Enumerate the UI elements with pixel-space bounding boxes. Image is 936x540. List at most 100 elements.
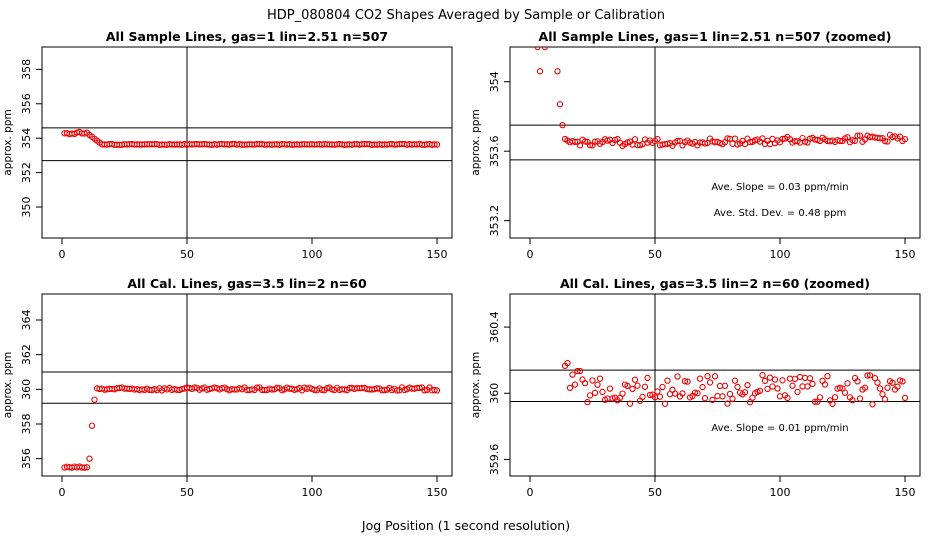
data-point	[836, 137, 844, 144]
data-point	[554, 68, 561, 75]
data-point	[626, 400, 634, 407]
data-point	[901, 136, 909, 143]
x-tick-label: 50	[180, 248, 194, 261]
data-point	[701, 395, 709, 402]
data-point	[724, 135, 731, 142]
y-tick-label: 358	[20, 59, 33, 80]
data-point	[381, 386, 388, 394]
data-point	[729, 395, 736, 402]
data-point	[691, 389, 699, 396]
data-point	[433, 387, 441, 394]
data-point	[741, 389, 749, 396]
data-point	[796, 373, 804, 381]
data-point	[806, 375, 814, 382]
y-tick-label: 360	[20, 379, 33, 400]
plot-frame	[41, 293, 453, 477]
data-point	[431, 386, 438, 394]
data-point	[191, 384, 198, 391]
data-point	[864, 372, 871, 379]
x-tick-label: 150	[895, 486, 916, 499]
y-tick-label: 353.6	[488, 135, 501, 167]
data-point	[661, 400, 669, 407]
data-point	[829, 400, 836, 408]
data-point	[674, 137, 681, 145]
y-tick-label: 360.4	[488, 311, 501, 343]
y-tick-label: 358	[20, 414, 33, 435]
data-point	[771, 376, 779, 383]
y-axis-label: approx. ppm	[470, 352, 482, 418]
data-point	[884, 384, 891, 391]
annotation: Ave. Slope = 0.03 ppm/min	[711, 182, 848, 193]
data-point	[589, 377, 596, 384]
data-point	[556, 101, 564, 108]
panel-2: All Sample Lines, gas=1 lin=2.51 n=507 (…	[470, 29, 921, 261]
figure-title: HDP_080804 CO2 Shapes Averaged by Sample…	[267, 8, 665, 23]
data-point	[879, 391, 886, 398]
data-point	[654, 388, 661, 395]
data-point	[86, 455, 93, 462]
data-point	[634, 382, 641, 389]
data-point	[393, 387, 401, 394]
data-point	[816, 394, 824, 401]
data-point	[804, 383, 811, 390]
x-tick-label: 0	[59, 486, 66, 499]
data-point	[759, 371, 766, 379]
data-point	[433, 141, 441, 148]
data-point	[591, 389, 599, 397]
data-point	[791, 375, 799, 382]
x-tick-label: 150	[427, 486, 448, 499]
data-point	[631, 376, 639, 383]
data-point	[671, 390, 679, 397]
y-tick-label: 356	[20, 93, 33, 114]
data-point	[724, 400, 731, 407]
data-point	[856, 395, 864, 402]
annotation: Ave. Slope = 0.01 ppm/min	[711, 423, 848, 434]
data-point	[576, 367, 584, 375]
data-point	[876, 385, 884, 392]
data-point	[794, 388, 801, 396]
data-point	[789, 382, 796, 389]
plot-frame	[509, 46, 921, 239]
data-point	[801, 374, 809, 382]
data-point	[776, 393, 784, 400]
data-point	[684, 378, 691, 385]
x-tick-label: 0	[527, 248, 534, 261]
data-point	[811, 398, 819, 405]
data-point	[694, 390, 701, 397]
data-point	[889, 379, 896, 386]
y-axis-label: approx. ppm	[470, 109, 482, 175]
plot-frame	[509, 293, 921, 477]
data-point	[729, 140, 736, 147]
data-point	[596, 375, 604, 382]
data-point	[574, 367, 581, 375]
y-tick-label: 353.2	[488, 205, 501, 237]
y-tick-label: 359.6	[488, 444, 501, 476]
data-point	[841, 389, 849, 396]
data-point	[761, 377, 769, 385]
data-point	[674, 373, 681, 380]
data-point	[581, 379, 589, 387]
x-tick-label: 100	[770, 486, 791, 499]
data-point	[731, 135, 739, 142]
panel-4: All Cal. Lines, gas=3.5 lin=2 n=60 (zoom…	[470, 276, 921, 499]
data-point	[566, 384, 574, 392]
y-axis-label: approx. ppm	[2, 109, 14, 175]
data-point	[571, 381, 579, 388]
x-tick-label: 50	[648, 486, 662, 499]
data-point	[699, 383, 706, 391]
data-point	[536, 68, 544, 75]
data-point	[619, 390, 626, 397]
plot-frame	[41, 46, 453, 239]
data-point	[809, 380, 816, 388]
y-tick-label: 354	[20, 128, 33, 149]
data-point	[824, 373, 831, 380]
data-point	[759, 135, 766, 142]
data-point	[821, 381, 829, 388]
panel-3: All Cal. Lines, gas=3.5 lin=2 n=60 approx…	[2, 276, 453, 499]
x-tick-label: 100	[770, 248, 791, 261]
data-point	[701, 140, 709, 147]
data-point	[844, 380, 851, 387]
data-point	[559, 121, 566, 129]
data-point	[679, 390, 686, 397]
